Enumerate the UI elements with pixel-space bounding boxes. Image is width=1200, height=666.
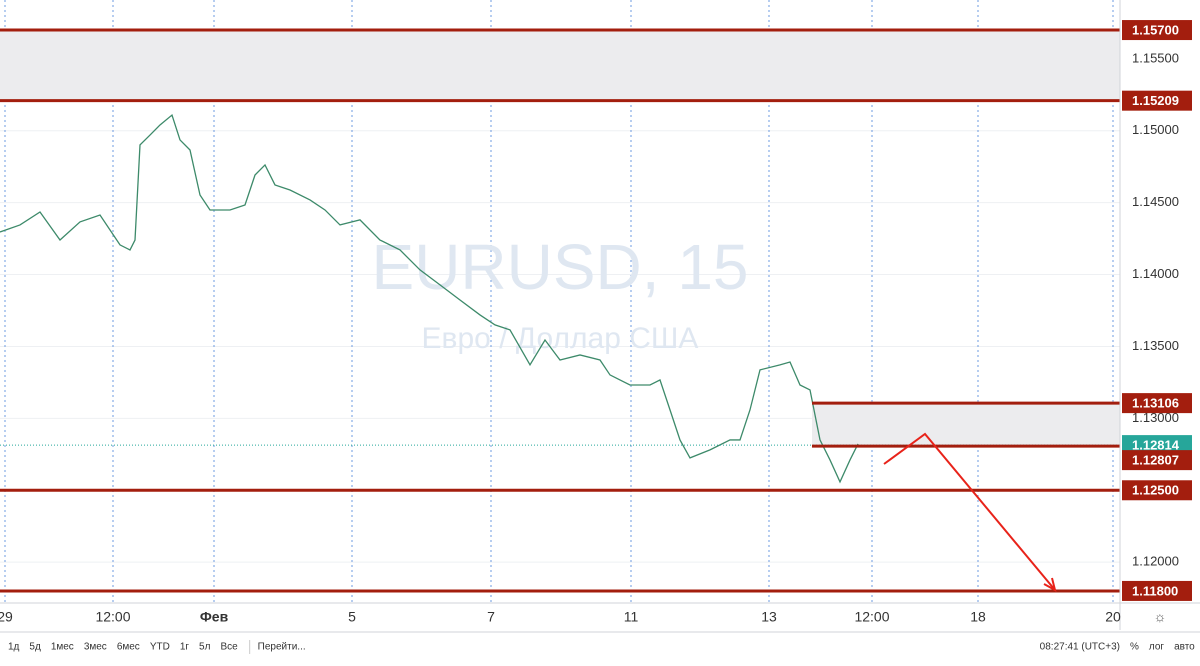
watermark-title: EURUSD, 15 xyxy=(372,231,749,303)
price-label: 1.12814 xyxy=(1132,438,1180,453)
scale-option[interactable]: % xyxy=(1130,642,1139,653)
y-tick-label: 1.13000 xyxy=(1132,410,1179,425)
forecast-arrow xyxy=(883,432,1056,591)
watermark-subtitle: Евро / Доллар США xyxy=(422,322,699,355)
price-label-box xyxy=(1122,90,1192,111)
price-label: 1.13106 xyxy=(1132,396,1179,411)
range-button[interactable]: 5л xyxy=(199,642,211,653)
y-tick-label: 1.12000 xyxy=(1132,554,1179,569)
y-tick-label: 1.14000 xyxy=(1132,266,1179,281)
x-tick-label: 7 xyxy=(487,609,495,625)
zone xyxy=(0,30,1120,101)
x-tick-label: 20 xyxy=(1105,609,1121,625)
price-label-box xyxy=(1122,580,1192,601)
goto-button[interactable]: Перейти... xyxy=(258,642,306,653)
range-button[interactable]: 1д xyxy=(8,642,20,653)
y-tick-label: 1.13500 xyxy=(1132,338,1179,353)
price-label: 1.11800 xyxy=(1132,583,1178,598)
price-label: 1.15700 xyxy=(1132,22,1179,37)
x-tick-label: 12:00 xyxy=(95,609,130,625)
price-label-box xyxy=(1122,450,1192,471)
x-tick-label: 12:00 xyxy=(854,609,889,625)
price-label: 1.12500 xyxy=(1132,483,1179,498)
scale-option[interactable]: лог xyxy=(1149,642,1165,653)
range-button[interactable]: 3мес xyxy=(84,642,107,653)
range-button[interactable]: YTD xyxy=(150,642,170,653)
price-line xyxy=(0,113,859,484)
settings-icon[interactable]: ☼ xyxy=(1154,609,1167,625)
price-label: 1.15209 xyxy=(1132,93,1179,108)
price-label-box xyxy=(1122,435,1192,456)
y-tick-label: 1.15500 xyxy=(1132,50,1179,65)
range-button[interactable]: 1мес xyxy=(51,642,74,653)
clock: 08:27:41 (UTC+3) xyxy=(1040,642,1120,653)
range-button[interactable]: 1г xyxy=(180,642,190,653)
price-label: 1.12807 xyxy=(1132,453,1179,468)
x-tick-label: 29 xyxy=(0,609,13,625)
range-button[interactable]: Все xyxy=(220,642,238,653)
x-tick-label: 13 xyxy=(761,609,777,625)
price-label-box xyxy=(1122,393,1192,414)
x-tick-label: Фев xyxy=(200,609,229,625)
x-tick-label: 5 xyxy=(348,609,356,625)
range-button[interactable]: 6мес xyxy=(117,642,140,653)
y-tick-label: 1.15000 xyxy=(1132,122,1179,137)
scale-option[interactable]: авто xyxy=(1174,642,1195,653)
zone xyxy=(812,403,1120,447)
arrow-head xyxy=(1043,577,1057,592)
price-label-box xyxy=(1122,20,1192,41)
y-tick-label: 1.14500 xyxy=(1132,194,1179,209)
x-tick-label: 11 xyxy=(624,609,639,625)
x-tick-label: 18 xyxy=(970,609,986,625)
price-label-box xyxy=(1122,480,1192,501)
range-button[interactable]: 5д xyxy=(29,642,41,653)
